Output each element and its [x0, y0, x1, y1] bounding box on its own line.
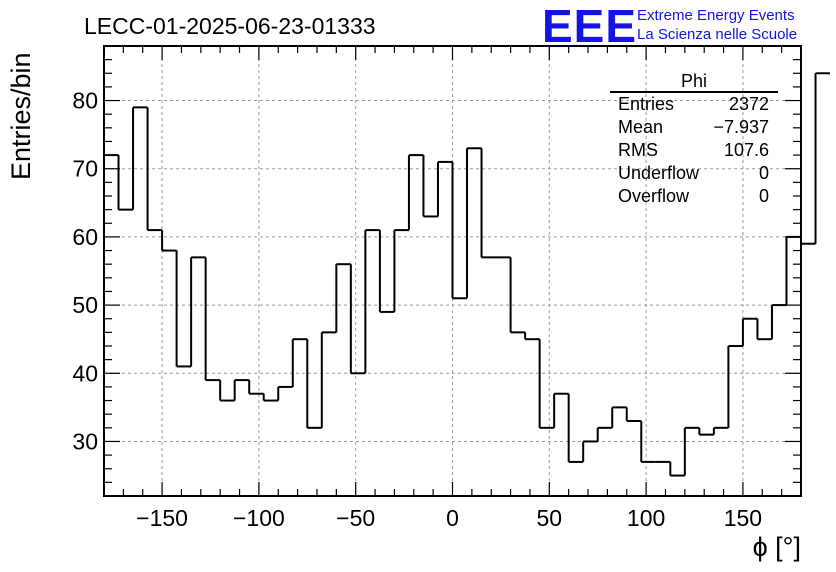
stats-row-value: 2372 — [729, 94, 769, 114]
stats-row-label: Mean — [618, 117, 663, 137]
x-tick-label: −50 — [336, 505, 375, 531]
plot-frame — [103, 45, 802, 497]
stats-row-label: RMS — [618, 140, 658, 160]
histogram-bars — [104, 72, 831, 477]
y-tick-label: 30 — [72, 428, 98, 454]
stats-row-value: 107.6 — [724, 140, 769, 160]
y-tick-label: 60 — [72, 224, 98, 250]
tick-labels: −150 −100 −50 0 50 100 150 30 40 50 60 70 80 — [72, 88, 762, 531]
chart-title: LECC-01-2025-06-23-01333 — [84, 13, 376, 39]
logo-mark: EEE — [542, 0, 637, 52]
stats-row-value: −7.937 — [713, 117, 769, 137]
x-tick-label: 150 — [724, 505, 762, 531]
y-tick-label: 80 — [72, 88, 98, 114]
y-tick-label: 70 — [72, 156, 98, 182]
x-tick-label: −100 — [233, 505, 285, 531]
x-tick-label: 50 — [537, 505, 563, 531]
x-tick-label: 0 — [446, 505, 459, 531]
stats-row-label: Underflow — [618, 163, 700, 183]
eee-logo: EEE Extreme Energy Events La Scienza nel… — [542, 0, 797, 52]
x-tick-label: 100 — [627, 505, 665, 531]
stats-row-value: 0 — [759, 163, 769, 183]
logo-line-1: Extreme Energy Events — [637, 7, 795, 24]
y-tick-label: 50 — [72, 292, 98, 318]
stats-rows: Entries 2372 Mean −7.937 RMS 107.6 Underflow 0 O… — [618, 94, 769, 206]
logo-line-2: La Scienza nelle Scuole — [637, 26, 797, 43]
stats-row-value: 0 — [759, 186, 769, 206]
y-tick-label: 40 — [72, 360, 98, 386]
stats-row-label: Entries — [618, 94, 674, 114]
stats-row-label: Overflow — [618, 186, 690, 206]
x-axis-label: ϕ [°] — [753, 532, 801, 562]
x-tick-label: −150 — [136, 505, 188, 531]
stats-box-name: Phi — [681, 71, 707, 91]
axis-ticks — [103, 45, 802, 497]
stats-box: Phi Entries 2372 Mean −7.937 RMS 107.6 Underfl… — [610, 71, 778, 206]
y-axis-label: Entries/bin — [6, 52, 36, 180]
